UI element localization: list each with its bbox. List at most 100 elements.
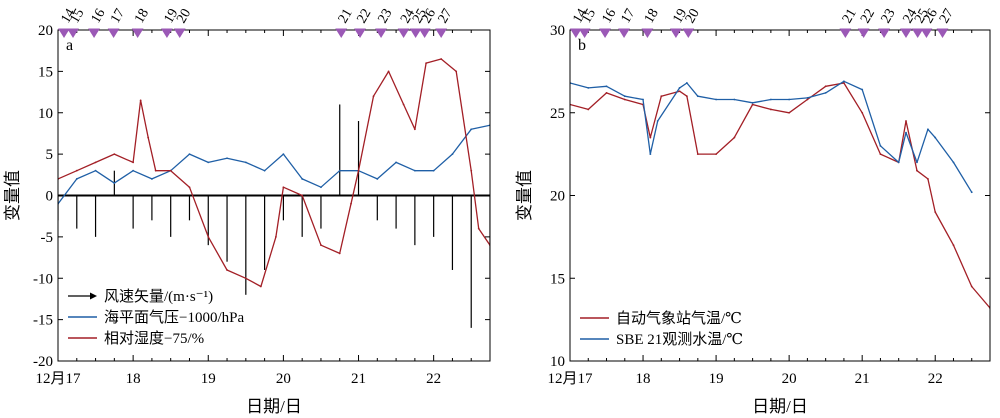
event-label: 25	[912, 6, 932, 26]
series-line	[58, 124, 490, 205]
legend-label: 自动气象站气温/℃	[616, 310, 742, 327]
event-label: 22	[858, 6, 878, 26]
series-point	[338, 252, 341, 255]
series-point	[733, 98, 736, 101]
series-point	[861, 88, 864, 91]
x-tick-label: 21	[351, 371, 366, 387]
series-point	[824, 91, 827, 94]
event-label: 23	[376, 6, 396, 26]
plot-area	[570, 80, 990, 309]
series-point	[897, 161, 900, 164]
series-point	[132, 161, 135, 164]
series-point	[338, 169, 341, 172]
event-marker-icon	[131, 28, 144, 38]
y-tick-label: 20	[550, 189, 565, 205]
series-line	[570, 82, 990, 309]
series-point	[685, 82, 688, 84]
event-marker-icon	[670, 28, 682, 38]
y-tick-label: -15	[33, 313, 53, 329]
event-label: 24	[900, 6, 920, 26]
x-axis-title: 日期/日	[752, 397, 808, 416]
series-point	[769, 98, 772, 101]
event-label: 15	[67, 6, 87, 26]
plot-area	[58, 58, 490, 328]
y-tick-label: 25	[550, 106, 565, 122]
event-marker-icon	[88, 28, 100, 38]
event-label: 26	[921, 6, 941, 26]
event-label: 24	[398, 6, 418, 26]
y-axis-title: 变量值	[515, 170, 534, 221]
x-tick-label: 20	[276, 371, 291, 387]
series-point	[660, 95, 663, 98]
y-tick-label: 0	[46, 189, 54, 205]
panel-letter: a	[66, 37, 73, 54]
event-label: 17	[619, 6, 639, 26]
series-point	[244, 277, 247, 280]
x-tick-label: 18	[636, 371, 651, 387]
y-tick-label: 15	[550, 271, 565, 287]
series-point	[806, 98, 809, 101]
series-point	[432, 169, 435, 172]
series-point	[733, 136, 736, 139]
event-marker-icon	[58, 28, 70, 38]
legend-label: 相对湿度−75/%	[104, 330, 204, 347]
series-point	[861, 111, 864, 114]
event-label: 26	[419, 6, 439, 26]
event-marker-icon	[569, 28, 582, 38]
event-label: 17	[108, 6, 128, 26]
series-point	[94, 169, 97, 172]
series-point	[623, 95, 626, 98]
event-label: 15	[579, 6, 599, 26]
series-point	[715, 98, 717, 101]
series-point	[788, 98, 791, 101]
series-point	[372, 95, 375, 98]
series-point	[301, 194, 304, 197]
series-point	[151, 178, 153, 180]
series-point	[685, 95, 688, 98]
series-point	[934, 136, 937, 139]
series-point	[696, 95, 699, 98]
series-point	[879, 144, 882, 147]
event-marker-icon	[107, 28, 120, 38]
series-point	[169, 169, 172, 172]
event-marker-icon	[599, 28, 611, 38]
event-label: 27	[937, 6, 957, 26]
series-point	[154, 169, 157, 172]
event-label: 21	[336, 6, 356, 26]
event-marker-icon	[618, 28, 630, 38]
series-point	[282, 186, 285, 189]
series-point	[425, 62, 428, 64]
y-tick-label: 5	[46, 147, 54, 163]
series-point	[75, 169, 78, 172]
series-point	[605, 91, 608, 94]
series-point	[440, 58, 443, 60]
series-point	[75, 178, 78, 180]
y-tick-label: -20	[33, 354, 53, 370]
series-point	[350, 202, 352, 205]
series-point	[387, 70, 390, 73]
series-point	[455, 70, 458, 73]
x-tick-label: 19	[709, 371, 724, 387]
series-point	[649, 136, 652, 139]
y-tick-label: 15	[38, 64, 53, 80]
y-tick-label: -5	[41, 230, 54, 246]
series-point	[587, 87, 590, 89]
series-point	[402, 103, 405, 106]
series-point	[244, 161, 247, 164]
series-point	[623, 98, 626, 101]
event-label: 18	[132, 6, 152, 26]
event-marker-icon	[409, 28, 422, 38]
event-label: 19	[670, 6, 690, 26]
panel-letter: b	[578, 37, 586, 54]
series-line	[570, 80, 973, 193]
series-point	[905, 131, 907, 134]
series-point	[824, 85, 827, 88]
series-point	[188, 186, 191, 189]
series-point	[751, 101, 754, 104]
series-point	[970, 191, 973, 194]
series-point	[843, 82, 845, 84]
series-point	[132, 169, 135, 172]
event-label: 20	[683, 6, 703, 26]
x-tick-label: 12月17	[547, 371, 593, 387]
series-point	[587, 108, 590, 111]
